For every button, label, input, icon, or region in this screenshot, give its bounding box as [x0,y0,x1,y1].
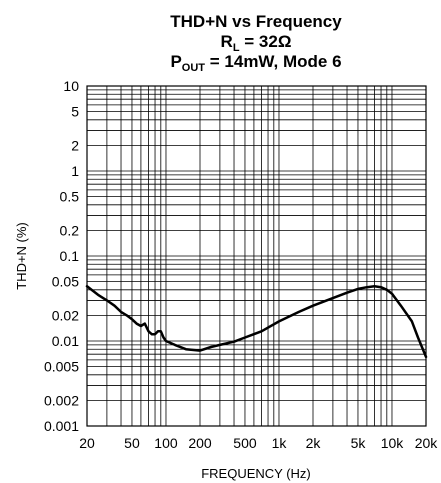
title-line3-main: P [170,52,181,71]
y-tick-label: 0.002 [44,392,79,408]
y-tick-label: 10 [63,78,79,94]
x-tick-label: 200 [188,435,212,451]
x-tick-label: 5k [351,435,367,451]
x-tick-label: 50 [124,435,140,451]
y-tick-label: 0.1 [60,248,80,264]
thdn-curve [85,285,428,359]
x-tick-labels: 20 50 100 200 500 1k 2k 5k 10k 20k [79,435,438,451]
y-tick-labels: 10 5 2 1 0.5 0.2 0.1 0.05 0.02 0.01 0.005 0.002 0.00… [44,78,79,434]
title-line2-rest: = 32Ω [240,32,292,51]
x-tick-label: 2k [306,435,322,451]
x-tick-label: 500 [233,435,257,451]
y-tick-label: 5 [71,104,79,120]
y-tick-label: 0.005 [44,359,79,375]
chart-title-line-1: THD+N vs Frequency [170,12,342,31]
y-tick-label: 1 [71,163,79,179]
x-tick-label: 20k [415,435,439,451]
y-tick-label: 0.02 [52,307,79,323]
x-tick-label: 100 [154,435,178,451]
x-tick-label: 1k [272,435,288,451]
chart-grid [86,85,427,427]
y-tick-label: 2 [71,137,79,153]
y-axis-title: THD+N (%) [14,222,29,290]
x-tick-label: 20 [79,435,95,451]
y-tick-label: 0.001 [44,418,79,434]
title-line2-main: R [221,32,233,51]
x-axis-title: FREQUENCY (Hz) [201,466,311,481]
title-line3-rest: = 14mW, Mode 6 [205,52,342,71]
chart-title: THD+N vs Frequency RL = 32Ω POUT = 14mW,… [170,12,342,74]
title-line3-subscript: OUT [182,62,206,74]
y-tick-label: 0.05 [52,274,79,290]
title-line2-subscript: L [233,42,240,54]
y-tick-label: 0.5 [60,189,80,205]
x-tick-label: 10k [381,435,405,451]
plot-frame [86,85,427,427]
y-tick-label: 0.2 [60,222,80,238]
chart-title-line-2: RL = 32Ω [221,32,292,54]
y-tick-label: 0.01 [52,333,79,349]
chart-title-line-3: POUT = 14mW, Mode 6 [170,52,341,74]
